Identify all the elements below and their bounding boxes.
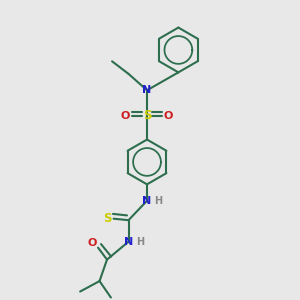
Text: N: N xyxy=(124,237,133,247)
Text: S: S xyxy=(143,109,151,122)
Text: H: H xyxy=(136,237,144,247)
Text: H: H xyxy=(154,196,162,206)
Text: O: O xyxy=(121,111,130,121)
Text: N: N xyxy=(142,196,152,206)
Text: O: O xyxy=(88,238,98,248)
Text: O: O xyxy=(164,111,173,121)
Text: N: N xyxy=(142,85,152,95)
Text: S: S xyxy=(103,212,111,225)
